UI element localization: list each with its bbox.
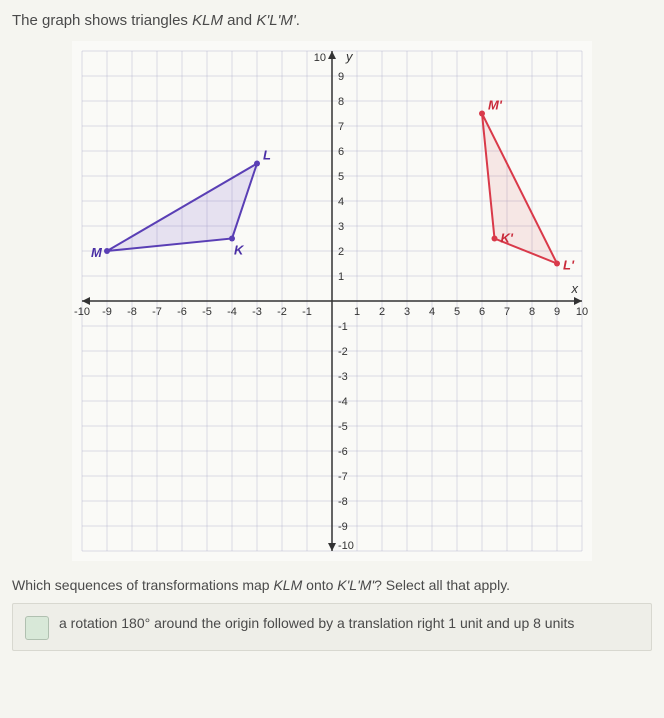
y-top-label: 10	[314, 52, 326, 64]
x-tick-label: 3	[404, 306, 410, 318]
x-tick-label: 6	[479, 306, 485, 318]
arrow-right-icon	[574, 297, 582, 305]
graph-container: -10 -9 -8 -7 -6 -5 -4 -3 -2 -1 1 2 3 4 5 6 7 8 9 10 1 2 3 4 5 6 7 8…	[12, 41, 652, 561]
x-tick-label: 5	[454, 306, 460, 318]
x-tick-label: -3	[252, 306, 262, 318]
y-tick-label: 7	[338, 121, 344, 133]
y-tick-label: 8	[338, 96, 344, 108]
y-tick-label: -5	[338, 421, 348, 433]
x-tick-label: -6	[177, 306, 187, 318]
y-tick-label: 6	[338, 146, 344, 158]
x-tick-label: -1	[302, 306, 312, 318]
x-tick-label: -7	[152, 306, 162, 318]
x-tick-label: 2	[379, 306, 385, 318]
vertex-l-prime	[554, 261, 560, 267]
vertex-k	[229, 236, 235, 242]
instruction-prefix: Which sequences of transformations map	[12, 577, 273, 593]
answer-option[interactable]: a rotation 180° around the origin follow…	[12, 603, 652, 651]
vertex-m	[104, 248, 110, 254]
y-bottom-label: -10	[338, 540, 354, 552]
x-tick-label: 9	[554, 306, 560, 318]
instruction-mid: onto	[302, 577, 337, 593]
x-tick-label: 7	[504, 306, 510, 318]
vertex-l	[254, 161, 260, 167]
vertex-label-l: L	[263, 148, 271, 163]
x-tick-label: -10	[74, 306, 90, 318]
x-tick-label: 4	[429, 306, 435, 318]
y-tick-label: 9	[338, 71, 344, 83]
question-prefix: The graph shows triangles	[12, 12, 192, 29]
x-tick-label: -8	[127, 306, 137, 318]
vertex-label-m: M	[91, 245, 103, 260]
y-tick-label: -8	[338, 496, 348, 508]
instruction-suffix: ? Select all that apply.	[374, 577, 510, 593]
vertex-label-k: K	[234, 243, 245, 258]
vertex-label-m-prime: M'	[488, 98, 503, 113]
question-t2: K'L'M'	[256, 12, 295, 29]
coordinate-graph: -10 -9 -8 -7 -6 -5 -4 -3 -2 -1 1 2 3 4 5 6 7 8 9 10 1 2 3 4 5 6 7 8…	[72, 41, 592, 561]
y-tick-label: -7	[338, 471, 348, 483]
x-tick-label: 10	[576, 306, 588, 318]
y-tick-label: 3	[338, 221, 344, 233]
x-tick-label: -9	[102, 306, 112, 318]
arrow-down-icon	[328, 543, 336, 551]
vertex-k-prime	[492, 236, 498, 242]
vertex-label-l-prime: L'	[563, 258, 575, 273]
y-tick-label: -2	[338, 346, 348, 358]
answer-text: a rotation 180° around the origin follow…	[59, 614, 574, 634]
question-text: The graph shows triangles KLM and K'L'M'…	[12, 12, 652, 29]
instruction-t2: K'L'M'	[337, 577, 374, 593]
x-axis-label: x	[571, 281, 579, 296]
instruction-t1: KLM	[273, 577, 302, 593]
arrow-up-icon	[328, 51, 336, 59]
y-tick-label: -1	[338, 321, 348, 333]
question-mid: and	[223, 12, 256, 29]
y-tick-label: 5	[338, 171, 344, 183]
checkbox-icon[interactable]	[25, 616, 49, 640]
arrow-left-icon	[82, 297, 90, 305]
vertex-m-prime	[479, 111, 485, 117]
y-tick-label: 4	[338, 196, 344, 208]
x-tick-label: -5	[202, 306, 212, 318]
question-t1: KLM	[192, 12, 223, 29]
x-tick-label: -4	[227, 306, 237, 318]
vertex-label-k-prime: K'	[501, 231, 514, 246]
y-tick-label: -3	[338, 371, 348, 383]
y-tick-label: -9	[338, 521, 348, 533]
instruction-text: Which sequences of transformations map K…	[12, 577, 652, 593]
y-tick-label: -4	[338, 396, 348, 408]
x-tick-label: 1	[354, 306, 360, 318]
y-tick-label: -6	[338, 446, 348, 458]
y-tick-label: 2	[338, 246, 344, 258]
y-tick-label: 1	[338, 271, 344, 283]
x-tick-label: -2	[277, 306, 287, 318]
question-suffix: .	[296, 12, 300, 29]
x-tick-label: 8	[529, 306, 535, 318]
